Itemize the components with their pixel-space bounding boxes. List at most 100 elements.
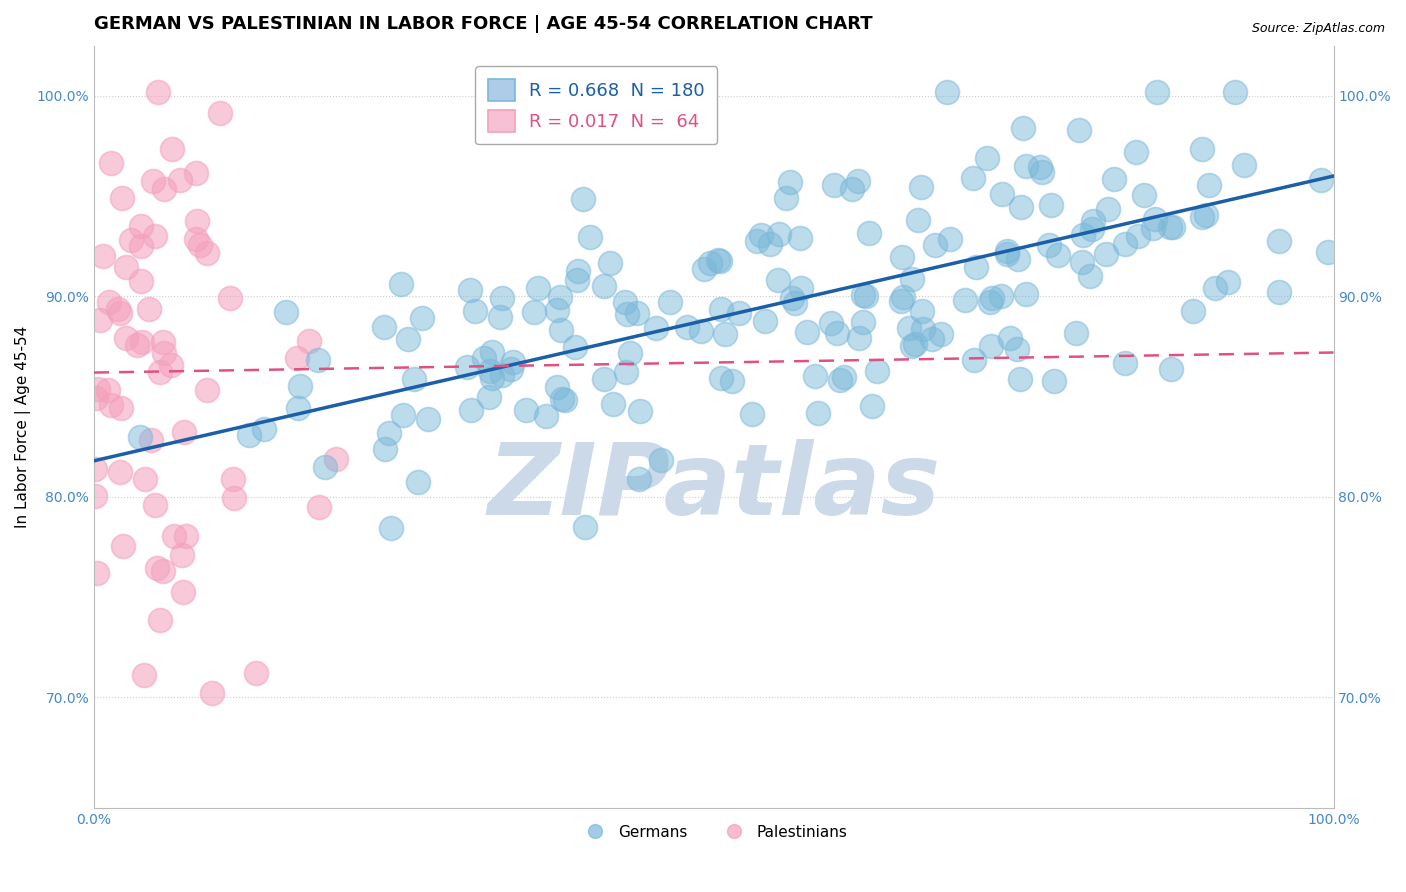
Point: [491, 368, 513, 382]
Point: [546, 303, 568, 318]
Point: [152, 335, 174, 350]
Point: [460, 402, 482, 417]
Point: [1144, 212, 1167, 227]
Point: [995, 244, 1018, 258]
Point: [1133, 188, 1156, 202]
Point: [1160, 362, 1182, 376]
Point: [911, 303, 934, 318]
Point: [628, 404, 651, 418]
Point: [550, 392, 572, 407]
Point: [564, 340, 586, 354]
Point: [1114, 356, 1136, 370]
Y-axis label: In Labor Force | Age 45-54: In Labor Force | Age 45-54: [15, 326, 31, 528]
Point: [1012, 120, 1035, 135]
Point: [160, 142, 183, 156]
Point: [131, 334, 153, 349]
Point: [134, 667, 156, 681]
Point: [406, 475, 429, 489]
Point: [907, 212, 929, 227]
Point: [1146, 85, 1168, 99]
Point: [1015, 286, 1038, 301]
Point: [153, 181, 176, 195]
Point: [550, 290, 572, 304]
Point: [1071, 228, 1094, 243]
Point: [1268, 234, 1291, 248]
Point: [1159, 220, 1181, 235]
Point: [380, 521, 402, 535]
Point: [741, 407, 763, 421]
Point: [141, 433, 163, 447]
Point: [825, 326, 848, 340]
Point: [197, 384, 219, 398]
Point: [396, 332, 419, 346]
Point: [1195, 208, 1218, 222]
Point: [953, 293, 976, 307]
Point: [222, 472, 245, 486]
Point: [1039, 198, 1062, 212]
Point: [149, 365, 172, 379]
Point: [727, 306, 749, 320]
Point: [222, 491, 245, 506]
Point: [481, 345, 503, 359]
Point: [1070, 255, 1092, 269]
Point: [153, 346, 176, 360]
Point: [848, 331, 870, 345]
Point: [391, 408, 413, 422]
Point: [1000, 330, 1022, 344]
Point: [134, 472, 156, 486]
Point: [554, 393, 576, 408]
Point: [1007, 252, 1029, 266]
Point: [110, 465, 132, 479]
Point: [170, 548, 193, 562]
Point: [981, 291, 1004, 305]
Point: [100, 398, 122, 412]
Point: [97, 384, 120, 398]
Point: [184, 232, 207, 246]
Point: [834, 369, 856, 384]
Point: [619, 346, 641, 360]
Point: [745, 234, 768, 248]
Point: [1216, 275, 1239, 289]
Point: [1114, 236, 1136, 251]
Point: [1097, 202, 1119, 216]
Point: [389, 277, 412, 292]
Point: [169, 173, 191, 187]
Point: [939, 232, 962, 246]
Point: [536, 409, 558, 423]
Point: [904, 336, 927, 351]
Point: [146, 560, 169, 574]
Point: [1161, 220, 1184, 235]
Point: [658, 295, 681, 310]
Point: [901, 272, 924, 286]
Point: [709, 253, 731, 268]
Point: [478, 363, 501, 377]
Point: [148, 85, 170, 99]
Point: [499, 362, 522, 376]
Point: [127, 338, 149, 352]
Point: [411, 310, 433, 325]
Point: [565, 273, 588, 287]
Point: [472, 351, 495, 365]
Point: [1031, 165, 1053, 179]
Point: [710, 302, 733, 317]
Point: [129, 274, 152, 288]
Point: [616, 307, 638, 321]
Point: [572, 192, 595, 206]
Point: [1102, 171, 1125, 186]
Point: [924, 238, 946, 252]
Point: [201, 686, 224, 700]
Point: [110, 306, 132, 320]
Point: [138, 301, 160, 316]
Point: [893, 290, 915, 304]
Point: [112, 539, 135, 553]
Point: [1126, 229, 1149, 244]
Point: [929, 326, 952, 341]
Point: [574, 520, 596, 534]
Point: [891, 250, 914, 264]
Point: [1198, 178, 1220, 193]
Point: [1005, 342, 1028, 356]
Point: [176, 529, 198, 543]
Point: [614, 294, 637, 309]
Point: [1317, 244, 1340, 259]
Point: [980, 338, 1002, 352]
